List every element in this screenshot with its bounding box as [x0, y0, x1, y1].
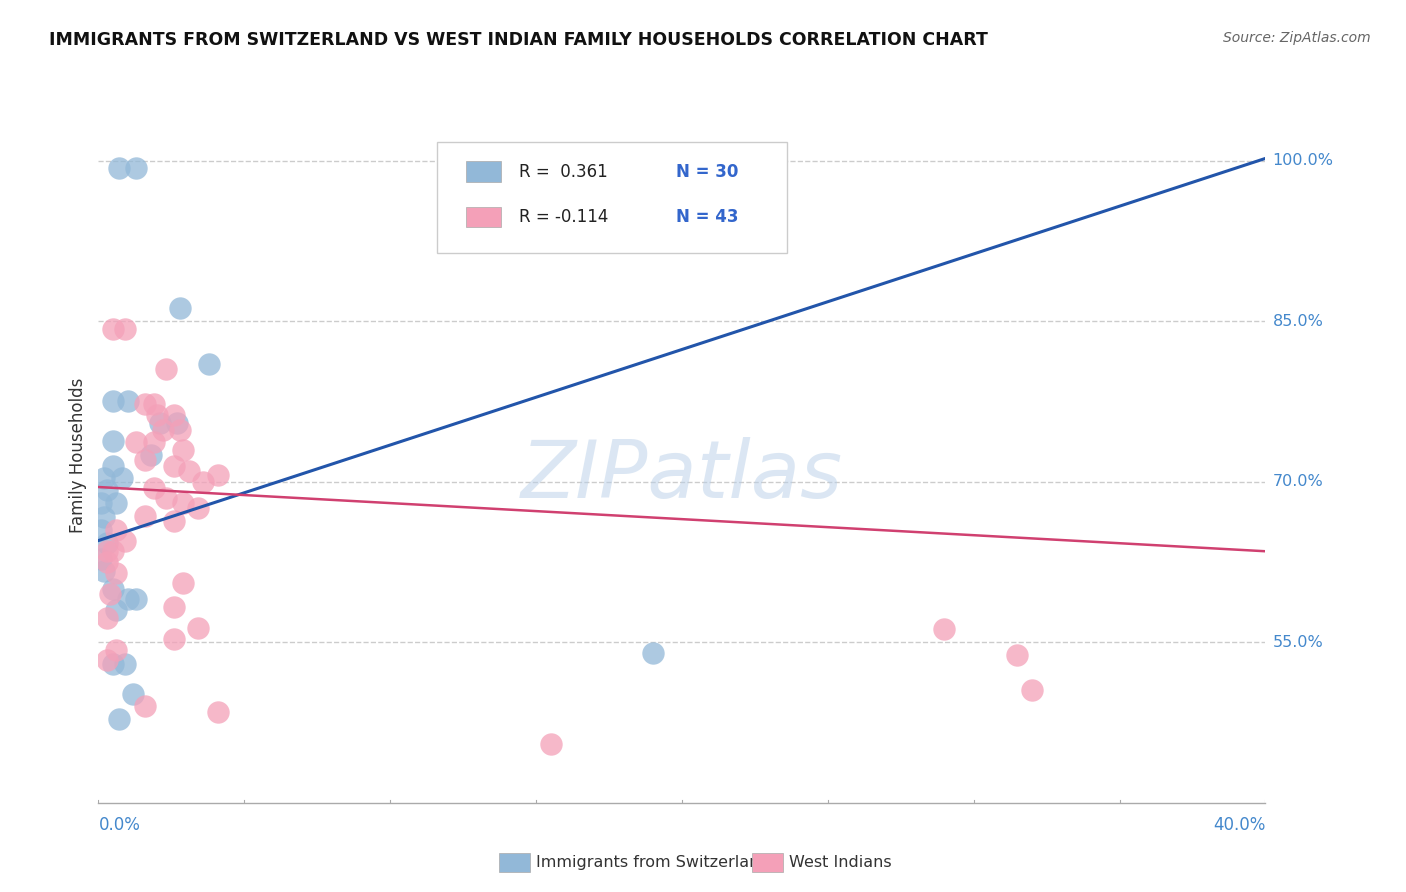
Point	[207, 705, 229, 719]
Point	[117, 394, 139, 409]
Point	[172, 496, 194, 510]
Point	[163, 514, 186, 528]
Point	[934, 623, 956, 637]
Point	[142, 396, 165, 410]
Point	[142, 435, 165, 450]
Point	[163, 458, 186, 473]
Point	[90, 496, 112, 510]
Point	[149, 416, 172, 430]
Point	[90, 551, 112, 566]
FancyBboxPatch shape	[465, 161, 501, 182]
Point	[540, 737, 562, 751]
Point	[101, 434, 124, 448]
Point	[134, 453, 156, 467]
Point	[101, 458, 124, 473]
Point	[108, 712, 131, 726]
Text: Immigrants from Switzerland: Immigrants from Switzerland	[536, 855, 769, 870]
Point	[96, 555, 118, 569]
Text: West Indians: West Indians	[789, 855, 891, 870]
Text: 40.0%: 40.0%	[1213, 815, 1265, 834]
Point	[104, 496, 127, 510]
Text: R =  0.361: R = 0.361	[519, 162, 607, 181]
Text: IMMIGRANTS FROM SWITZERLAND VS WEST INDIAN FAMILY HOUSEHOLDS CORRELATION CHART: IMMIGRANTS FROM SWITZERLAND VS WEST INDI…	[49, 31, 988, 49]
Text: 70.0%: 70.0%	[1272, 475, 1323, 489]
Point	[122, 687, 145, 701]
Point	[104, 566, 127, 580]
Text: 55.0%: 55.0%	[1272, 635, 1323, 649]
Point	[163, 409, 186, 423]
Point	[641, 646, 664, 660]
FancyBboxPatch shape	[437, 142, 787, 253]
Point	[134, 396, 156, 410]
Point	[142, 481, 165, 495]
Text: N = 43: N = 43	[676, 208, 738, 226]
Point	[187, 621, 209, 635]
Point	[169, 301, 191, 316]
Y-axis label: Family Households: Family Households	[69, 377, 87, 533]
Point	[193, 475, 215, 489]
Text: N = 30: N = 30	[676, 162, 738, 181]
Point	[101, 544, 124, 558]
Point	[134, 699, 156, 714]
Point	[166, 416, 188, 430]
Point	[114, 321, 136, 335]
Point	[96, 653, 118, 667]
Point	[108, 161, 131, 175]
Point	[198, 357, 221, 371]
Point	[1021, 683, 1043, 698]
Point	[125, 161, 148, 175]
Text: 0.0%: 0.0%	[98, 815, 141, 834]
Point	[93, 510, 115, 524]
Point	[172, 576, 194, 591]
Text: 100.0%: 100.0%	[1272, 153, 1333, 168]
Point	[207, 468, 229, 483]
Point	[101, 582, 124, 596]
Point	[152, 423, 174, 437]
Point	[101, 394, 124, 409]
Point	[101, 657, 124, 671]
Point	[125, 435, 148, 450]
Point	[177, 464, 200, 478]
Point	[172, 442, 194, 457]
Point	[117, 592, 139, 607]
Point	[111, 471, 134, 485]
Point	[96, 483, 118, 498]
Point	[1007, 648, 1029, 662]
Point	[155, 491, 177, 505]
Point	[114, 657, 136, 671]
Point	[104, 603, 127, 617]
Point	[96, 610, 118, 624]
Point	[98, 587, 121, 601]
Point	[96, 544, 118, 558]
Point	[104, 523, 127, 537]
Point	[101, 321, 124, 335]
Text: R = -0.114: R = -0.114	[519, 208, 607, 226]
Point	[125, 592, 148, 607]
Point	[104, 642, 127, 657]
Point	[134, 508, 156, 523]
Point	[114, 533, 136, 548]
Point	[93, 471, 115, 485]
Point	[163, 632, 186, 646]
Text: ZIPatlas: ZIPatlas	[520, 437, 844, 515]
Text: 85.0%: 85.0%	[1272, 314, 1323, 328]
Point	[146, 409, 169, 423]
Point	[187, 501, 209, 516]
Point	[163, 599, 186, 614]
FancyBboxPatch shape	[465, 207, 501, 227]
Point	[139, 448, 162, 462]
Point	[90, 523, 112, 537]
Point	[169, 423, 191, 437]
Point	[155, 362, 177, 376]
Point	[93, 564, 115, 578]
Text: Source: ZipAtlas.com: Source: ZipAtlas.com	[1223, 31, 1371, 45]
Point	[96, 535, 118, 549]
